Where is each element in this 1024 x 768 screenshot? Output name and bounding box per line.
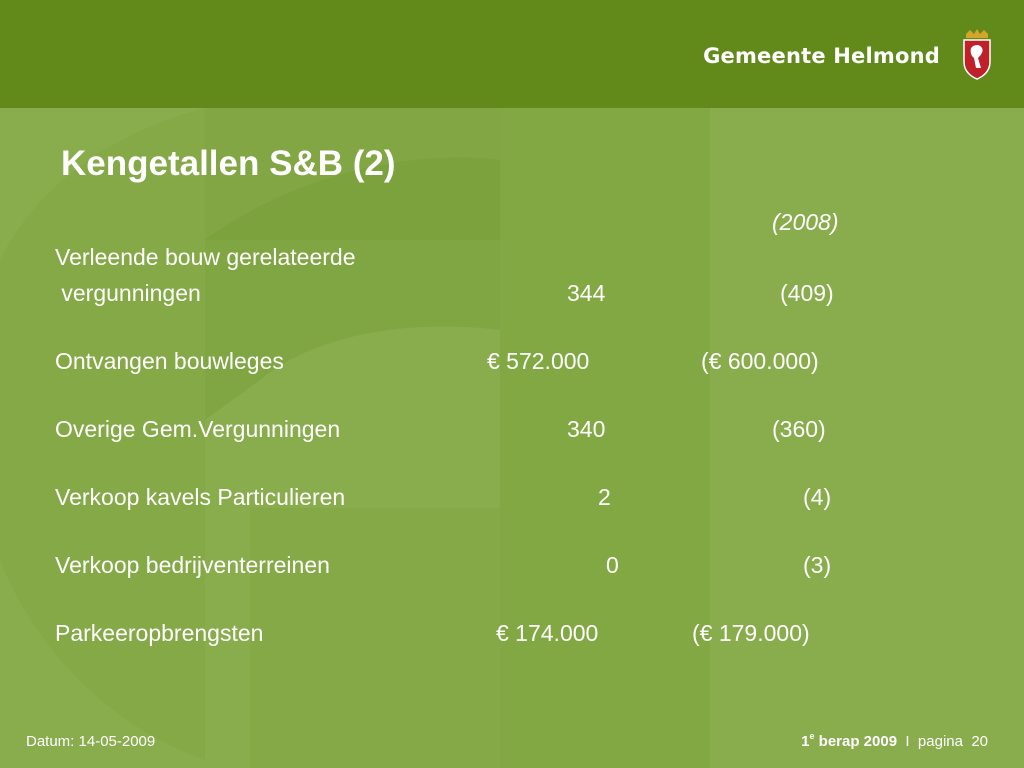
row-value: 344 [567,280,606,306]
row-previous-value: (€ 179.000) [692,620,810,646]
row-previous-value: (€ 600.000) [701,348,819,374]
footer-report-label: 1e berap 2009 [801,731,898,750]
row-label: Verkoop kavels Particulieren [55,484,346,510]
footer-page-info: 1e berap 2009 I pagina 20 [801,731,988,750]
row-value: € 572.000 [487,348,590,374]
header-bar: Gemeente Helmond [0,0,1024,108]
slide-title: Kengetallen S&B (2) [61,144,396,183]
row-label: Overige Gem.Vergunningen [55,416,341,442]
row-label-line1: Verleende bouw gerelateerde [55,244,356,270]
year-column-header: (2008) [772,209,839,235]
row-previous-value: (360) [772,416,826,442]
row-value: € 174.000 [496,620,599,646]
row-previous-value: (4) [803,484,832,510]
background-g-watermark [0,108,710,768]
footer-page-number: 20 [971,733,988,750]
row-previous-value: (3) [803,552,832,578]
row-value: 340 [567,416,606,442]
footer-date: Datum: 14-05-2009 [26,733,156,750]
row-label: Parkeeropbrengsten [55,620,264,646]
row-value: 2 [598,484,611,510]
row-label: Ontvangen bouwleges [55,348,284,374]
report-suffix: berap 2009 [814,733,898,750]
footer-separator: I [905,733,910,750]
row-previous-value: (409) [780,280,834,306]
brand-name: Gemeente Helmond [703,44,940,68]
row-value: 0 [606,552,619,578]
city-crest-icon [963,29,991,80]
report-superscript: e [809,731,815,741]
report-prefix: 1 [801,733,810,750]
row-label: Verkoop bedrijventerreinen [55,552,330,578]
footer-page-label: pagina [917,733,963,750]
row-label-line2: vergunningen [55,280,201,306]
